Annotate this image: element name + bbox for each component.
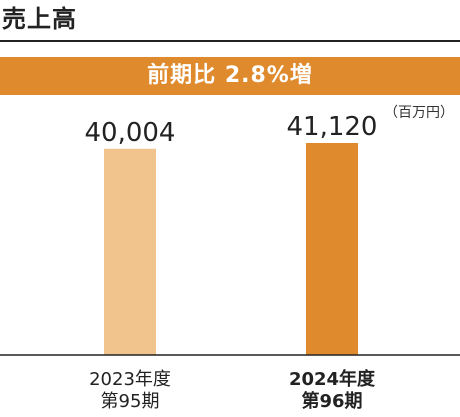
category-year-2024: 2024年度: [288, 369, 376, 390]
value-label-2024: 41,120: [287, 112, 378, 142]
category-label-2023: 2023年度 第95期: [50, 369, 210, 413]
category-year-2023: 2023年度: [89, 369, 171, 390]
yoy-change-banner: 前期比 2.8%増: [0, 57, 460, 95]
chart-title: 売上高: [2, 5, 77, 33]
unit-label: （百万円）: [384, 105, 454, 121]
category-period-2023: 第95期: [100, 391, 160, 412]
bar-2024: [306, 143, 358, 355]
category-label-2024: 2024年度 第96期: [252, 369, 412, 413]
category-period-2024: 第96期: [301, 391, 363, 412]
title-divider: [0, 40, 460, 42]
bar-2023: [104, 148, 156, 355]
value-label-2023: 40,004: [85, 118, 176, 148]
